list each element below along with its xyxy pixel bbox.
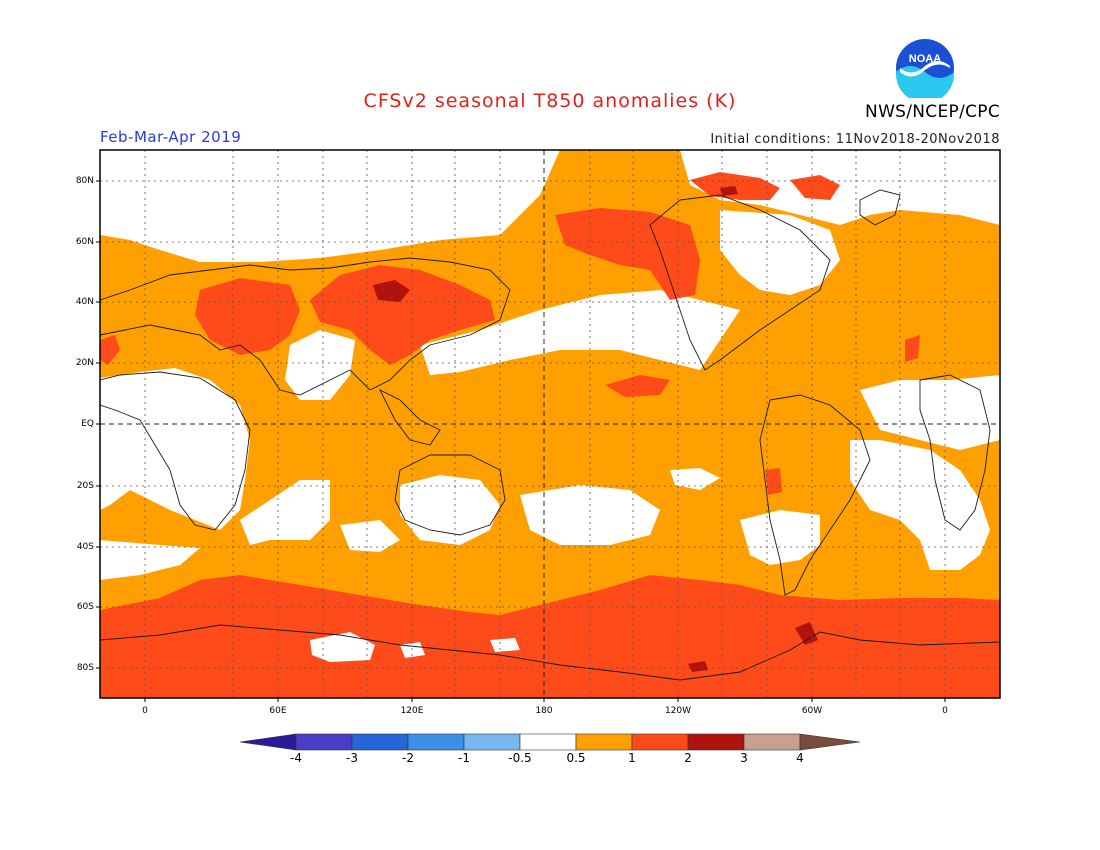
- colorbar-swatch: [743, 733, 801, 751]
- logo-text: NOAA: [909, 53, 941, 65]
- lon-label: 120W: [664, 706, 692, 716]
- colorbar-label: 2: [684, 751, 692, 765]
- initial-conditions: Initial conditions: 11Nov2018-20Nov2018: [710, 132, 1000, 147]
- colorbar-swatch: [239, 733, 297, 751]
- colorbar-swatch: [519, 733, 577, 751]
- axis-ticks: [96, 180, 946, 702]
- colorbar-label: -0.5: [508, 751, 532, 765]
- lon-label: 60E: [269, 706, 287, 716]
- colorbar-label: 1: [628, 751, 636, 765]
- map-title: CFSv2 seasonal T850 anomalies (K): [363, 90, 737, 112]
- lat-label: 20S: [76, 481, 94, 491]
- colorbar-label: 0.5: [566, 751, 586, 765]
- lon-label: 0: [142, 706, 148, 716]
- lat-label: 40S: [76, 542, 94, 552]
- colorbar-label: -3: [346, 751, 358, 765]
- colorbar-swatch: [463, 733, 521, 751]
- map-grid: [100, 150, 1000, 698]
- lat-label: 80S: [76, 663, 94, 673]
- lat-label: 80N: [75, 176, 94, 186]
- colorbar-label: -1: [458, 751, 470, 765]
- colorbar-swatch: [575, 733, 633, 751]
- colorbar-label: -4: [290, 751, 302, 765]
- equator-dateline: [100, 150, 1000, 698]
- colorbar-swatch: [631, 733, 689, 751]
- antarctica-patches: [310, 632, 520, 662]
- lon-label: 0: [942, 706, 948, 716]
- agency-label: NWS/NCEP/CPC: [865, 102, 1000, 122]
- lon-label: 180: [535, 706, 553, 716]
- coastlines: [100, 189, 1000, 681]
- near-zero-regions: [100, 150, 1000, 580]
- colorbar-label: -2: [402, 751, 414, 765]
- lon-label: 60W: [801, 706, 823, 716]
- lat-label: EQ: [81, 419, 94, 429]
- lat-label: 60S: [76, 602, 94, 612]
- lat-label: 20N: [75, 358, 94, 368]
- colorbar-label: 4: [796, 751, 804, 765]
- colorbar-label: 3: [740, 751, 748, 765]
- lat-label: 60N: [75, 237, 94, 247]
- colorbar-swatch: [351, 733, 409, 751]
- lat-label: 40N: [75, 297, 94, 307]
- lon-label: 120E: [400, 706, 424, 716]
- colorbar-swatch: [295, 733, 353, 751]
- colorbar-swatch: [687, 733, 745, 751]
- forecast-period: Feb-Mar-Apr 2019: [100, 128, 242, 146]
- anomaly-band-1-2: [100, 172, 1000, 698]
- noaa-logo-icon: NOAA: [896, 39, 954, 98]
- colorbar-swatch: [799, 733, 861, 751]
- anomaly-band-2-3: [373, 186, 818, 672]
- colorbar-swatch: [407, 733, 465, 751]
